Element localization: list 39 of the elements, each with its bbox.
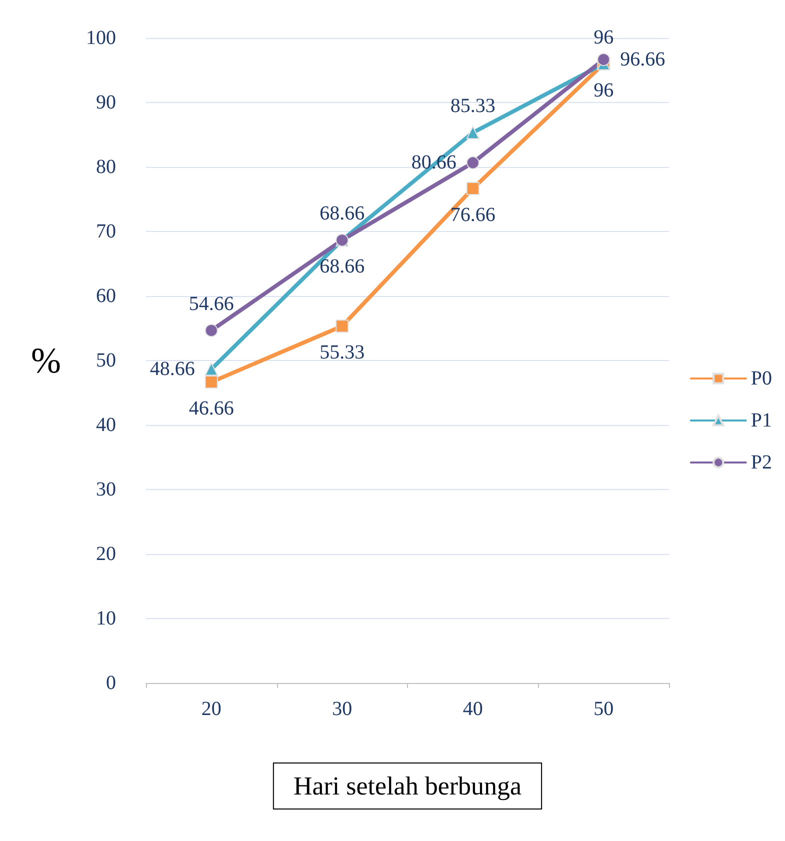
y-tick-label: 20	[96, 543, 116, 565]
point	[204, 362, 218, 376]
x-tick-label: 30	[332, 698, 352, 720]
point	[204, 324, 218, 337]
point	[336, 320, 349, 333]
data-label: 46.66	[188, 398, 234, 420]
y-tick-label: 50	[96, 350, 116, 372]
legend-label: P1	[750, 410, 772, 432]
x-tick-label: 40	[462, 698, 483, 720]
data-label: 76.66	[450, 204, 496, 226]
point	[204, 376, 218, 389]
data-label: 55.33	[320, 342, 365, 364]
data-label: 85.33	[450, 95, 496, 118]
data-label: 68.66	[320, 202, 365, 225]
y-tick-label: 80	[96, 156, 116, 178]
point	[466, 126, 480, 140]
y-axis-title: %	[31, 340, 61, 380]
data-label: 96.66	[620, 48, 666, 71]
x-tick-label: 20	[201, 698, 222, 720]
point	[466, 156, 480, 170]
y-tick-label: 40	[96, 414, 116, 436]
y-tick-label: 70	[96, 220, 116, 242]
point	[466, 182, 480, 196]
data-label: 48.66	[150, 358, 195, 380]
y-tick-label: 100	[86, 27, 116, 49]
y-tick-label: 60	[96, 285, 116, 307]
y-tick-label: 0	[106, 672, 116, 694]
legend-label: P0	[750, 368, 772, 390]
y-tick-label: 10	[96, 608, 116, 630]
y-tick-label: 30	[96, 478, 116, 500]
data-label: 54.66	[188, 292, 234, 315]
x-axis-title: Hari setelah berbunga	[293, 772, 522, 800]
x-tick-label: 50	[594, 698, 614, 720]
data-label: 96	[594, 26, 614, 48]
y-tick-label: 90	[96, 92, 116, 114]
data-label: 68.66	[320, 256, 365, 278]
legend-label: P2	[750, 452, 772, 474]
point	[597, 53, 610, 66]
data-label: 96	[594, 79, 614, 102]
